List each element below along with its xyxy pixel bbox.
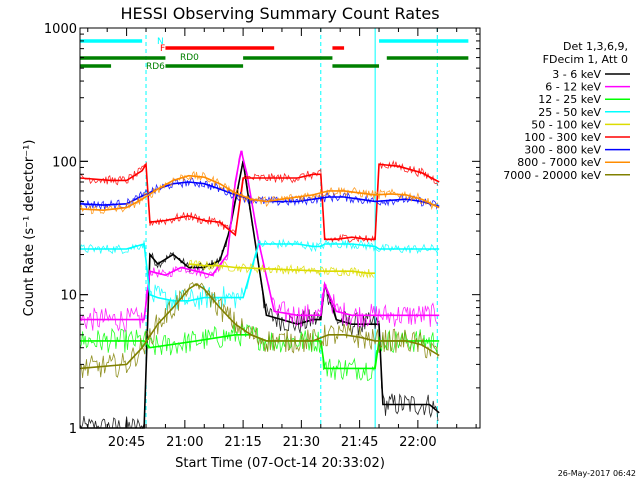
legend-label: 3 - 6 keV [552,68,601,81]
legend-label: 6 - 12 keV [545,81,601,94]
legend-label: 300 - 800 keV [524,144,601,157]
x-tick-label: 21:30 [283,435,320,450]
series-noise-25-50-kev [79,238,439,311]
footer-timestamp: 26-May-2017 06:42 [558,469,636,478]
axes: 1 10 100 1000 20:45 21:00 21:15 21:30 21:45 22:00 [44,22,481,450]
y-tick-label: 1000 [44,22,77,37]
flag-label-f: F [160,44,165,54]
series-noise-50-100-kev [188,259,375,279]
legend-header: Det 1,3,6,9, [563,40,628,53]
flag-label-rd0: RD0 [180,53,199,63]
legend-label: 50 - 100 keV [531,118,601,131]
x-tick-label: 21:00 [166,435,203,450]
x-tick-label: 21:45 [341,435,378,450]
flag-label-n: N [157,37,164,47]
legend-header: FDecim 1, Att 0 [543,53,628,66]
y-tick-label: 100 [52,155,77,170]
y-tick-label: 10 [60,289,77,304]
legend-label: 7000 - 20000 keV [503,169,601,182]
y-axis-label: Count Rate (s⁻¹ detector⁻¹) [22,140,37,317]
series-line-3-6-kev [80,161,440,429]
series-lines [79,150,440,430]
legend-label: 800 - 7000 keV [517,156,601,169]
series-line-7000-20000-kev [79,283,440,370]
plot-frame [79,27,481,429]
series-noise-800-7000-kev [79,170,439,215]
legend-label: 12 - 25 keV [538,93,601,106]
series-noise-6-12-kev [79,150,439,333]
legend-label: 100 - 300 keV [524,131,601,144]
series-noise-100-300-kev [79,159,439,243]
x-tick-label: 21:15 [224,435,261,450]
series-line-800-7000-kev [79,174,440,212]
chart-title: HESSI Observing Summary Count Rates [120,4,439,23]
series-noise-7000-20000-kev [79,281,439,378]
flag-label-rd6: RD6 [146,62,165,72]
x-tick-label: 22:00 [399,435,436,450]
flag-bars: NF RD0 RD6 [80,37,469,72]
y-tick-label: 1 [69,422,77,437]
legend-label: 25 - 50 keV [538,106,601,119]
x-tick-label: 20:45 [108,435,145,450]
x-axis-label: Start Time (07-Oct-14 20:33:02) [175,456,385,471]
